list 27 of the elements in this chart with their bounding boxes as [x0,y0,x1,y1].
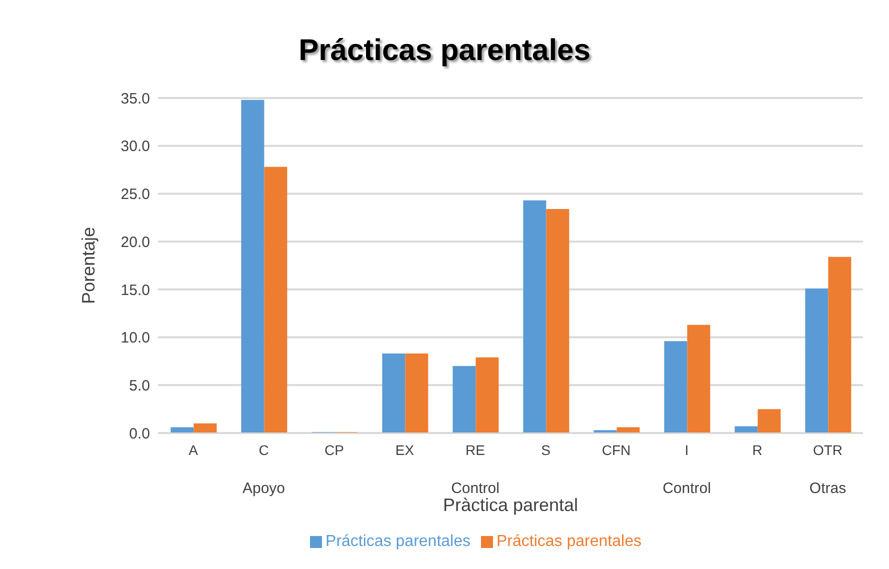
y-tick-label: 25.0 [120,186,150,204]
y-tick-label: 30.0 [120,138,150,156]
x-tick-label: CP [324,442,344,458]
x-tick-label: OTR [812,442,843,458]
y-tick-label: 10.0 [120,330,150,347]
x-tick-label: CFN [602,442,631,458]
legend-label: Prácticas parentales [496,533,642,550]
x-tick-label: RE [466,442,485,458]
x-tick-label: S [541,442,550,458]
y-tick-label: 15.0 [120,282,150,299]
x-tick-label: I [684,442,689,458]
x-tick-label: R [752,442,762,458]
y-tick-label: 35.0 [120,90,150,108]
y-tick-label: 0.0 [129,425,150,442]
text: Control [451,480,500,497]
text: Apoyo [242,480,286,497]
x-axis-title: Pràctica parental [442,495,578,515]
chart-title: Prácticas parentales [298,34,592,68]
legend-label: Prácticas parentales [326,533,470,550]
y-tick-label: 20.0 [120,234,150,251]
y-tick-label: 5.0 [129,377,150,394]
text: Otras [809,480,846,497]
x-tick-label: C [258,442,269,458]
text: Control [662,480,711,497]
x-tick-label: EX [395,442,415,458]
x-tick-label: A [188,442,199,458]
y-axis-title: Porentaje [78,226,98,304]
